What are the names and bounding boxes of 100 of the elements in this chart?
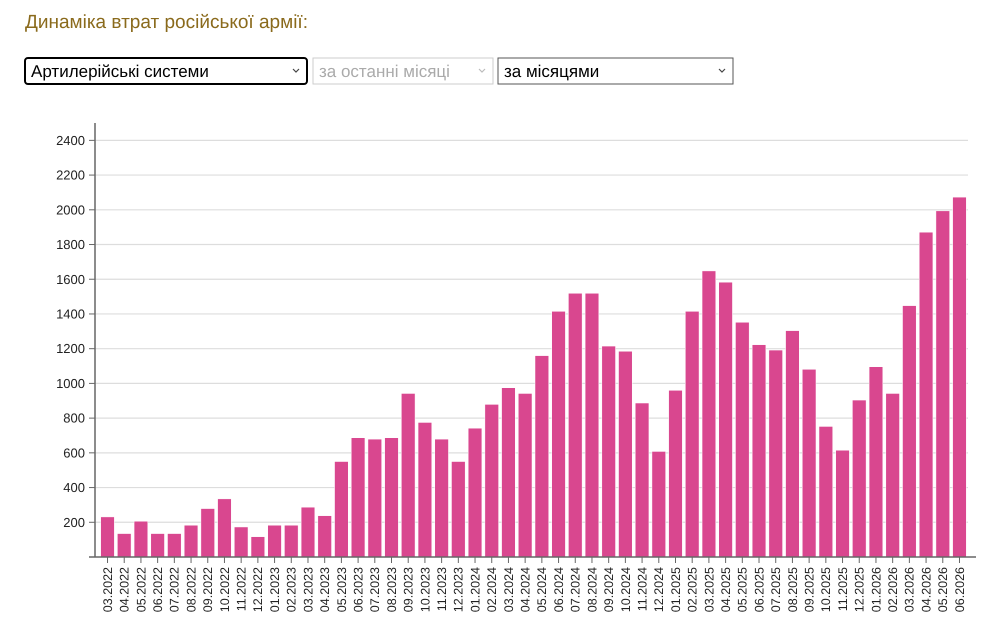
bar (234, 526, 248, 558)
x-tick-label: 07.2024 (568, 566, 583, 612)
bar (484, 404, 499, 558)
bar (918, 232, 934, 558)
bar (501, 387, 516, 558)
bar (702, 270, 716, 558)
x-tick-label: 12.2025 (852, 566, 867, 612)
x-tick-label: 04.2026 (919, 566, 934, 612)
bar (952, 196, 967, 558)
bar (350, 437, 366, 558)
bar (401, 393, 416, 558)
bar (584, 293, 600, 558)
bar (451, 461, 466, 558)
bar (418, 422, 432, 558)
bar (150, 533, 165, 558)
x-tick-label: 10.2025 (819, 566, 834, 612)
x-tick-label: 11.2023 (434, 566, 449, 612)
x-tick-label: 08.2023 (384, 566, 399, 612)
y-tick-label: 1600 (56, 272, 85, 287)
x-tick-label: 05.2026 (936, 566, 950, 612)
bar (167, 533, 182, 558)
bar (785, 330, 800, 558)
x-tick-label: 03.2026 (902, 566, 917, 612)
x-tick-label: 09.2022 (201, 566, 216, 612)
x-tick-label: 02.2023 (284, 566, 299, 612)
x-tick-label: 12.2022 (251, 566, 266, 612)
x-tick-label: 02.2024 (485, 566, 500, 612)
x-tick-label: 09.2025 (802, 566, 817, 612)
x-tick-label: 06.2026 (952, 566, 967, 612)
bar (768, 350, 783, 558)
x-tick-label: 10.2023 (418, 566, 432, 612)
bar (868, 366, 884, 558)
bar (284, 524, 298, 558)
x-tick-label: 05.2023 (334, 566, 349, 612)
x-tick-label: 03.2024 (502, 566, 516, 612)
x-tick-label: 07.2023 (368, 566, 382, 612)
bar (685, 311, 700, 558)
x-tick-label: 09.2023 (402, 566, 416, 612)
bar (718, 282, 733, 558)
bar (551, 311, 566, 558)
bar (618, 351, 632, 558)
x-tick-label: 01.2023 (268, 566, 282, 612)
x-tick-label: 06.2022 (151, 566, 166, 612)
x-tick-label: 01.2026 (869, 566, 884, 612)
bar (267, 524, 282, 558)
y-tick-label: 2400 (56, 132, 85, 148)
x-tick-label: 09.2024 (602, 566, 616, 612)
x-tick-label: 12.2023 (452, 566, 466, 612)
x-tick-label: 05.2022 (134, 566, 148, 612)
chart-title: Динаміка втрат російської армії: (25, 12, 308, 33)
bar (886, 393, 900, 558)
bar (184, 524, 198, 558)
bar (217, 498, 232, 558)
text: Артилерійські системи (31, 62, 209, 81)
bar (318, 515, 332, 558)
bar (652, 451, 666, 558)
bar (518, 393, 532, 558)
x-tick-label: 06.2023 (351, 566, 366, 612)
bar (735, 322, 750, 558)
x-tick-label: 12.2024 (652, 566, 666, 612)
bar (936, 210, 950, 558)
x-tick-label: 02.2025 (686, 566, 700, 612)
y-tick-label: 400 (63, 480, 85, 496)
x-tick-label: 11.2024 (635, 566, 650, 612)
bar (468, 428, 482, 558)
bar (200, 508, 215, 558)
x-tick-label: 10.2024 (618, 566, 633, 612)
y-tick-label: 1400 (56, 306, 85, 322)
bar (100, 516, 115, 558)
bar (250, 536, 265, 558)
bar (802, 369, 816, 558)
y-tick-label: 2200 (56, 168, 85, 183)
x-tick-label: 01.2025 (668, 566, 683, 612)
y-tick-label: 1800 (56, 237, 85, 252)
x-tick-label: 03.2022 (100, 566, 115, 612)
x-tick-label: 11.2025 (836, 566, 850, 612)
y-tick-label: 2000 (56, 202, 85, 218)
bar (117, 533, 132, 558)
x-tick-label: 01.2024 (468, 566, 482, 612)
bar (384, 437, 399, 558)
bar (818, 426, 833, 558)
x-tick-label: 04.2023 (318, 566, 332, 612)
bar (902, 305, 916, 558)
bar (835, 450, 850, 558)
x-tick-label: 11.2022 (234, 566, 249, 612)
y-tick-label: 200 (63, 514, 85, 530)
x-tick-label: 06.2024 (552, 566, 566, 612)
x-tick-label: 05.2025 (736, 566, 750, 612)
x-tick-label: 03.2023 (301, 566, 316, 612)
x-tick-label: 07.2025 (769, 566, 784, 612)
x-tick-label: 04.2025 (718, 566, 733, 612)
x-tick-label: 04.2024 (518, 566, 533, 612)
text: за місяцями (504, 62, 600, 81)
x-tick-label: 08.2022 (184, 566, 198, 612)
x-tick-label: 10.2022 (218, 566, 232, 612)
y-tick-label: 1200 (56, 341, 85, 356)
x-tick-label: 08.2025 (786, 566, 800, 612)
bar (602, 346, 616, 558)
x-tick-label: 08.2024 (585, 566, 600, 612)
bar (368, 438, 382, 558)
